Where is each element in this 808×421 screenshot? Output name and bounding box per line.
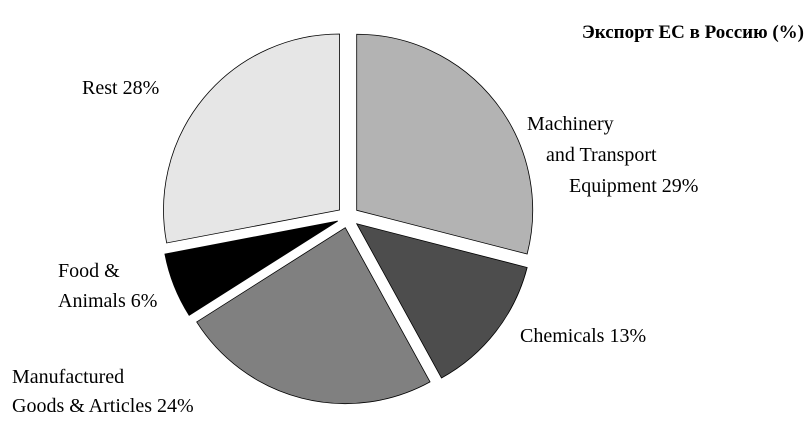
pie-slice: [196, 227, 431, 405]
chart-title: Экспорт ЕС в Россию (%): [582, 22, 804, 43]
slice-label: Manufactured Goods & Articles: [12, 366, 152, 417]
pie-slice: [163, 33, 340, 244]
value-label: 13%: [609, 325, 646, 347]
value-label: 24%: [157, 395, 194, 417]
pie-slice: [356, 33, 534, 255]
slice-label: Food & Animals: [58, 260, 126, 312]
slice-label: Chemicals: [520, 325, 605, 347]
value-label: 28%: [123, 77, 160, 99]
value-label: 6%: [131, 290, 158, 312]
value-label: 29%: [662, 175, 699, 197]
slice-label: Machinery and Transport Equipment: [527, 113, 662, 197]
pie-slice: [355, 223, 528, 379]
slice-label: Rest: [82, 77, 118, 99]
pie-slice: [164, 220, 338, 316]
